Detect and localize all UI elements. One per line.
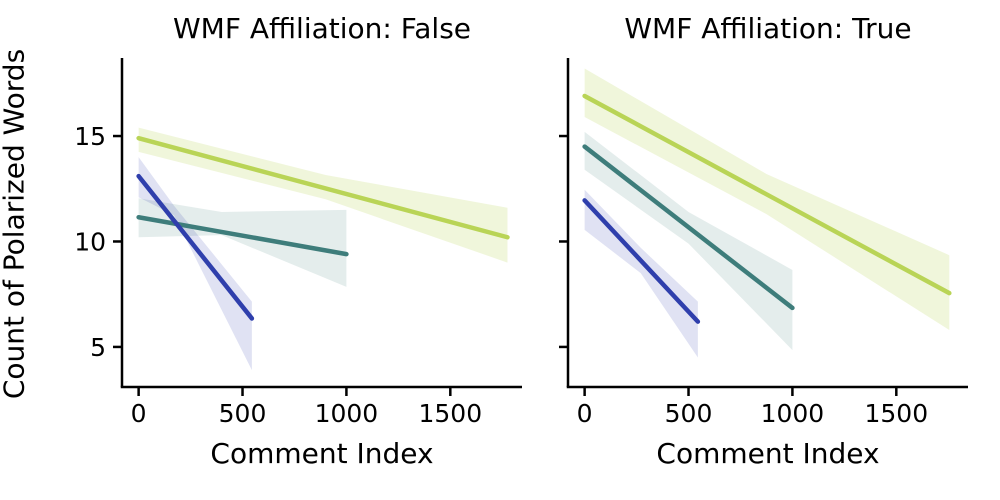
ci-band-blue bbox=[138, 157, 252, 371]
trend-line-yellow-green bbox=[582, 93, 952, 296]
panel-title-true: WMF Affiliation: True bbox=[624, 12, 912, 45]
trend-line-blue bbox=[582, 198, 701, 324]
x-tick-label: 1500 bbox=[418, 399, 482, 428]
plot-area-1 bbox=[582, 68, 952, 358]
y-tick-label: 10 bbox=[74, 227, 106, 256]
x-tick-label: 1000 bbox=[761, 399, 825, 428]
trend-line-teal bbox=[136, 214, 349, 257]
trend-line-yellow-green bbox=[136, 135, 510, 240]
ci-band-yellow-green bbox=[584, 68, 950, 331]
x-tick-label: 500 bbox=[665, 399, 713, 428]
panel-title-false: WMF Affiliation: False bbox=[172, 12, 472, 45]
x-axis-label-right: Comment Index bbox=[656, 437, 880, 470]
panel-0: 0 500 1000 1500 5 10 15 bbox=[74, 58, 522, 428]
ci-band-teal bbox=[138, 198, 347, 287]
y-tick-label: 15 bbox=[74, 122, 106, 151]
x-tick-label: 1000 bbox=[315, 399, 379, 428]
trend-line-teal bbox=[582, 144, 795, 311]
x-tick-label: 0 bbox=[131, 399, 147, 428]
x-tick-label: 500 bbox=[219, 399, 267, 428]
plot-area-0 bbox=[136, 127, 510, 371]
y-axis-label-text: Count of Polarized Words bbox=[0, 48, 31, 400]
trend-line-blue bbox=[136, 173, 255, 321]
y-tick-label: 5 bbox=[90, 333, 106, 362]
x-axis-label-left: Comment Index bbox=[210, 437, 434, 470]
panel-1: 0 500 1000 1500 bbox=[559, 58, 968, 428]
x-tick-label: 1500 bbox=[864, 399, 928, 428]
x-tick-label: 0 bbox=[577, 399, 593, 428]
